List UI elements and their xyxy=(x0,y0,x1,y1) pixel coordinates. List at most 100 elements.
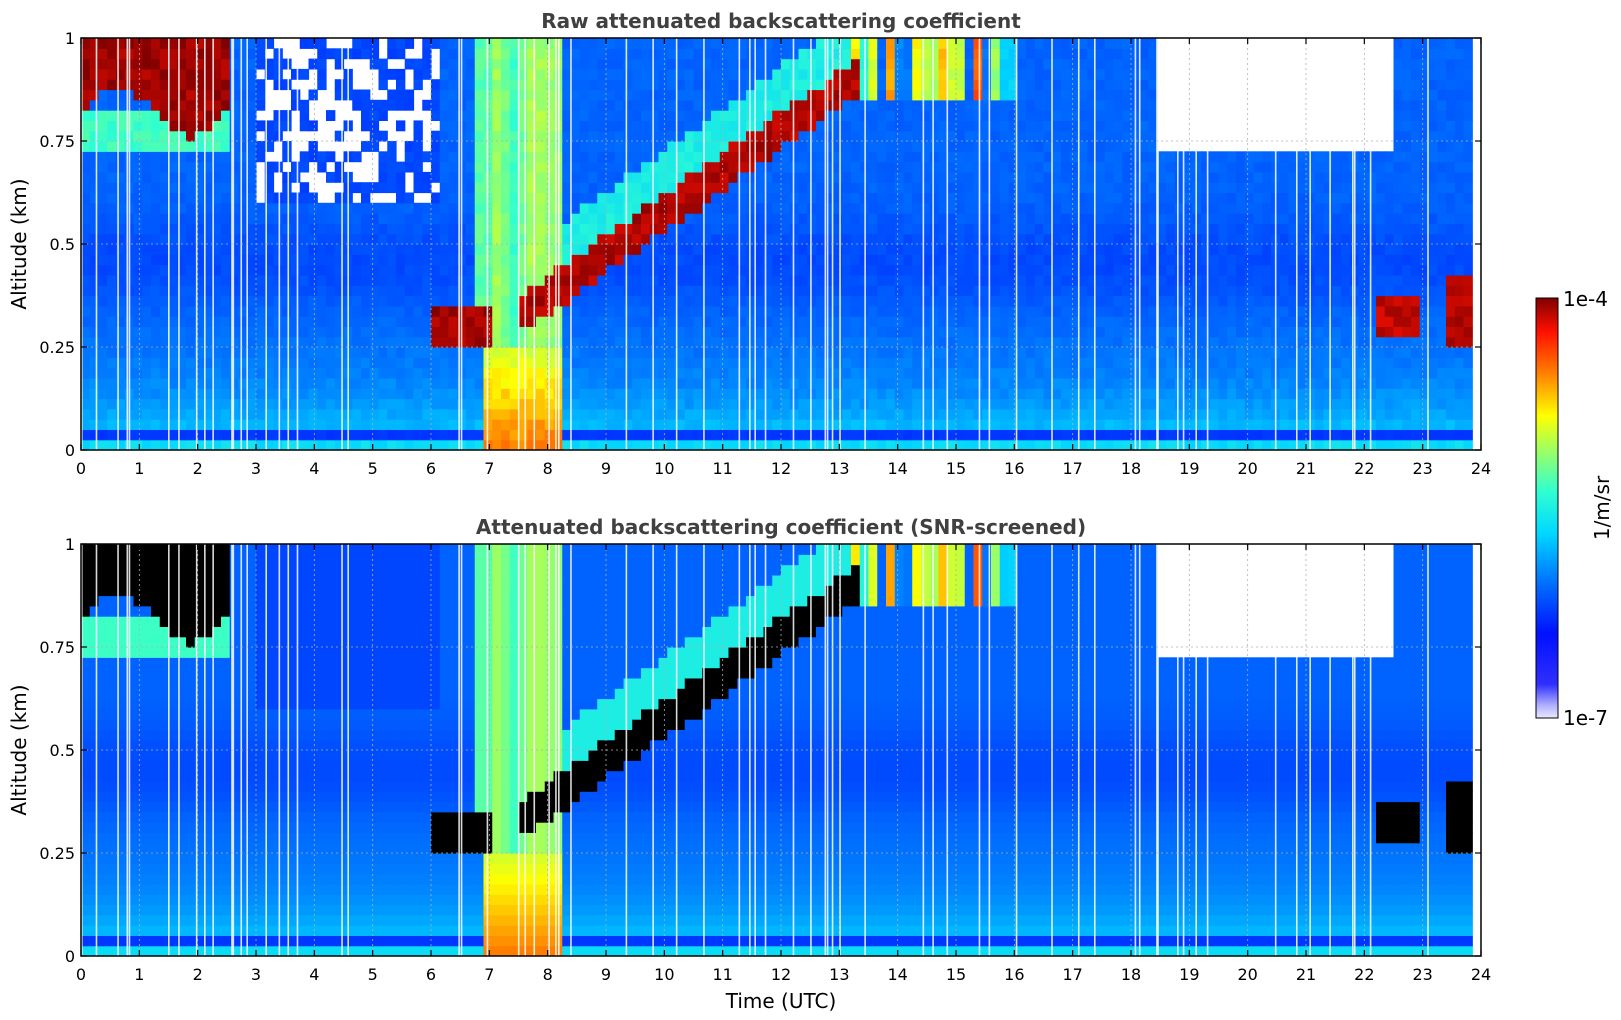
heatmap-cell xyxy=(264,244,275,255)
heatmap-cell xyxy=(291,223,301,235)
heatmap-cell xyxy=(1104,429,1115,441)
heatmap-cell xyxy=(719,120,730,132)
heatmap-cell xyxy=(466,89,476,101)
heatmap-cell xyxy=(886,429,896,441)
heatmap-cell xyxy=(142,274,152,286)
heatmap-cell xyxy=(107,48,117,60)
heatmap-cell xyxy=(98,161,108,173)
heatmap-cell xyxy=(938,244,948,255)
heatmap-cell xyxy=(1043,388,1053,400)
heatmap-cell xyxy=(151,38,161,49)
heatmap-cell xyxy=(693,367,703,379)
heatmap-cell xyxy=(501,388,511,400)
heatmap-cell xyxy=(1174,202,1185,214)
heatmap-cell xyxy=(194,192,205,204)
heatmap-cell xyxy=(1218,367,1228,379)
heatmap-cell xyxy=(912,419,922,430)
heatmap-cell xyxy=(431,89,441,101)
heatmap-cell xyxy=(256,388,266,400)
heatmap-cell xyxy=(667,439,677,450)
heatmap-cell xyxy=(676,244,686,255)
heatmap-cell xyxy=(221,141,231,152)
heatmap-cell xyxy=(894,213,905,224)
heatmap-cell xyxy=(448,264,458,276)
heatmap-cell xyxy=(1113,89,1123,101)
heatmap-cell xyxy=(518,171,528,183)
heatmap-cell xyxy=(1052,419,1062,430)
heatmap-cell xyxy=(658,233,668,245)
heatmap-cell xyxy=(851,99,861,111)
heatmap-cell xyxy=(518,223,528,235)
heatmap-cell xyxy=(1148,264,1158,276)
heatmap-cell xyxy=(877,68,887,80)
heatmap-cell xyxy=(903,419,913,430)
heatmap-cell xyxy=(807,326,817,338)
heatmap-cell xyxy=(413,316,423,327)
heatmap-cell xyxy=(474,79,485,91)
heatmap-cell xyxy=(903,326,913,338)
heatmap-cell xyxy=(177,99,187,111)
heatmap-cell xyxy=(282,213,292,224)
heatmap-cell xyxy=(649,336,660,348)
heatmap-cell xyxy=(369,316,380,327)
heatmap-cell xyxy=(816,398,826,410)
heatmap-cell xyxy=(177,408,187,420)
heatmap-cell xyxy=(264,285,275,297)
heatmap-cell xyxy=(1209,347,1220,358)
heatmap-cell xyxy=(982,254,992,266)
heatmap-cell xyxy=(1052,398,1062,410)
heatmap-cell xyxy=(649,264,660,276)
heatmap-cell xyxy=(833,285,843,297)
heatmap-cell xyxy=(81,120,91,132)
heatmap-cell xyxy=(597,223,607,235)
heatmap-cell xyxy=(326,439,336,450)
heatmap-cell xyxy=(912,130,922,142)
heatmap-cell xyxy=(562,151,572,163)
heatmap-cell xyxy=(763,336,773,348)
heatmap-cell xyxy=(719,192,730,204)
heatmap-cell xyxy=(1122,264,1132,276)
heatmap-cell xyxy=(842,408,852,420)
heatmap-cell xyxy=(1148,89,1158,101)
heatmap-cell xyxy=(326,110,336,121)
heatmap-cell xyxy=(667,295,677,307)
heatmap-cell xyxy=(1104,347,1115,358)
heatmap-cell xyxy=(798,398,808,410)
heatmap-cell xyxy=(107,398,117,410)
heatmap-cell xyxy=(562,182,572,194)
heatmap-cell xyxy=(1122,89,1132,101)
heatmap-cell xyxy=(816,254,826,266)
heatmap-cell xyxy=(1096,38,1106,49)
heatmap-cell xyxy=(1026,89,1036,101)
heatmap-cell xyxy=(842,244,852,255)
heatmap-cell xyxy=(474,192,485,204)
heatmap-cell xyxy=(413,388,423,400)
heatmap-cell xyxy=(1008,388,1018,400)
heatmap-cell xyxy=(789,213,800,224)
heatmap-cell xyxy=(203,419,213,430)
heatmap-cell xyxy=(256,141,266,152)
heatmap-cell xyxy=(746,254,756,266)
heatmap-cell xyxy=(746,429,756,441)
heatmap-cell xyxy=(606,254,616,266)
heatmap-cell xyxy=(693,336,703,348)
heatmap-cell xyxy=(1139,357,1150,369)
heatmap-cell xyxy=(956,48,966,60)
heatmap-cell xyxy=(159,357,170,369)
heatmap-cell xyxy=(1034,316,1045,327)
heatmap-cell xyxy=(527,110,537,121)
heatmap-cell xyxy=(614,347,625,358)
heatmap-cell xyxy=(824,68,835,80)
heatmap-cell xyxy=(886,89,896,101)
heatmap-cell xyxy=(151,254,161,266)
heatmap-cell xyxy=(89,285,100,297)
heatmap-cell xyxy=(606,326,616,338)
heatmap-cell xyxy=(562,120,572,132)
heatmap-cell xyxy=(938,79,948,91)
heatmap-cell xyxy=(728,68,738,80)
heatmap-cell xyxy=(614,367,625,379)
heatmap-cell xyxy=(737,202,747,214)
heatmap-cell xyxy=(571,89,581,101)
heatmap-cell xyxy=(518,68,528,80)
heatmap-cell xyxy=(378,336,388,348)
